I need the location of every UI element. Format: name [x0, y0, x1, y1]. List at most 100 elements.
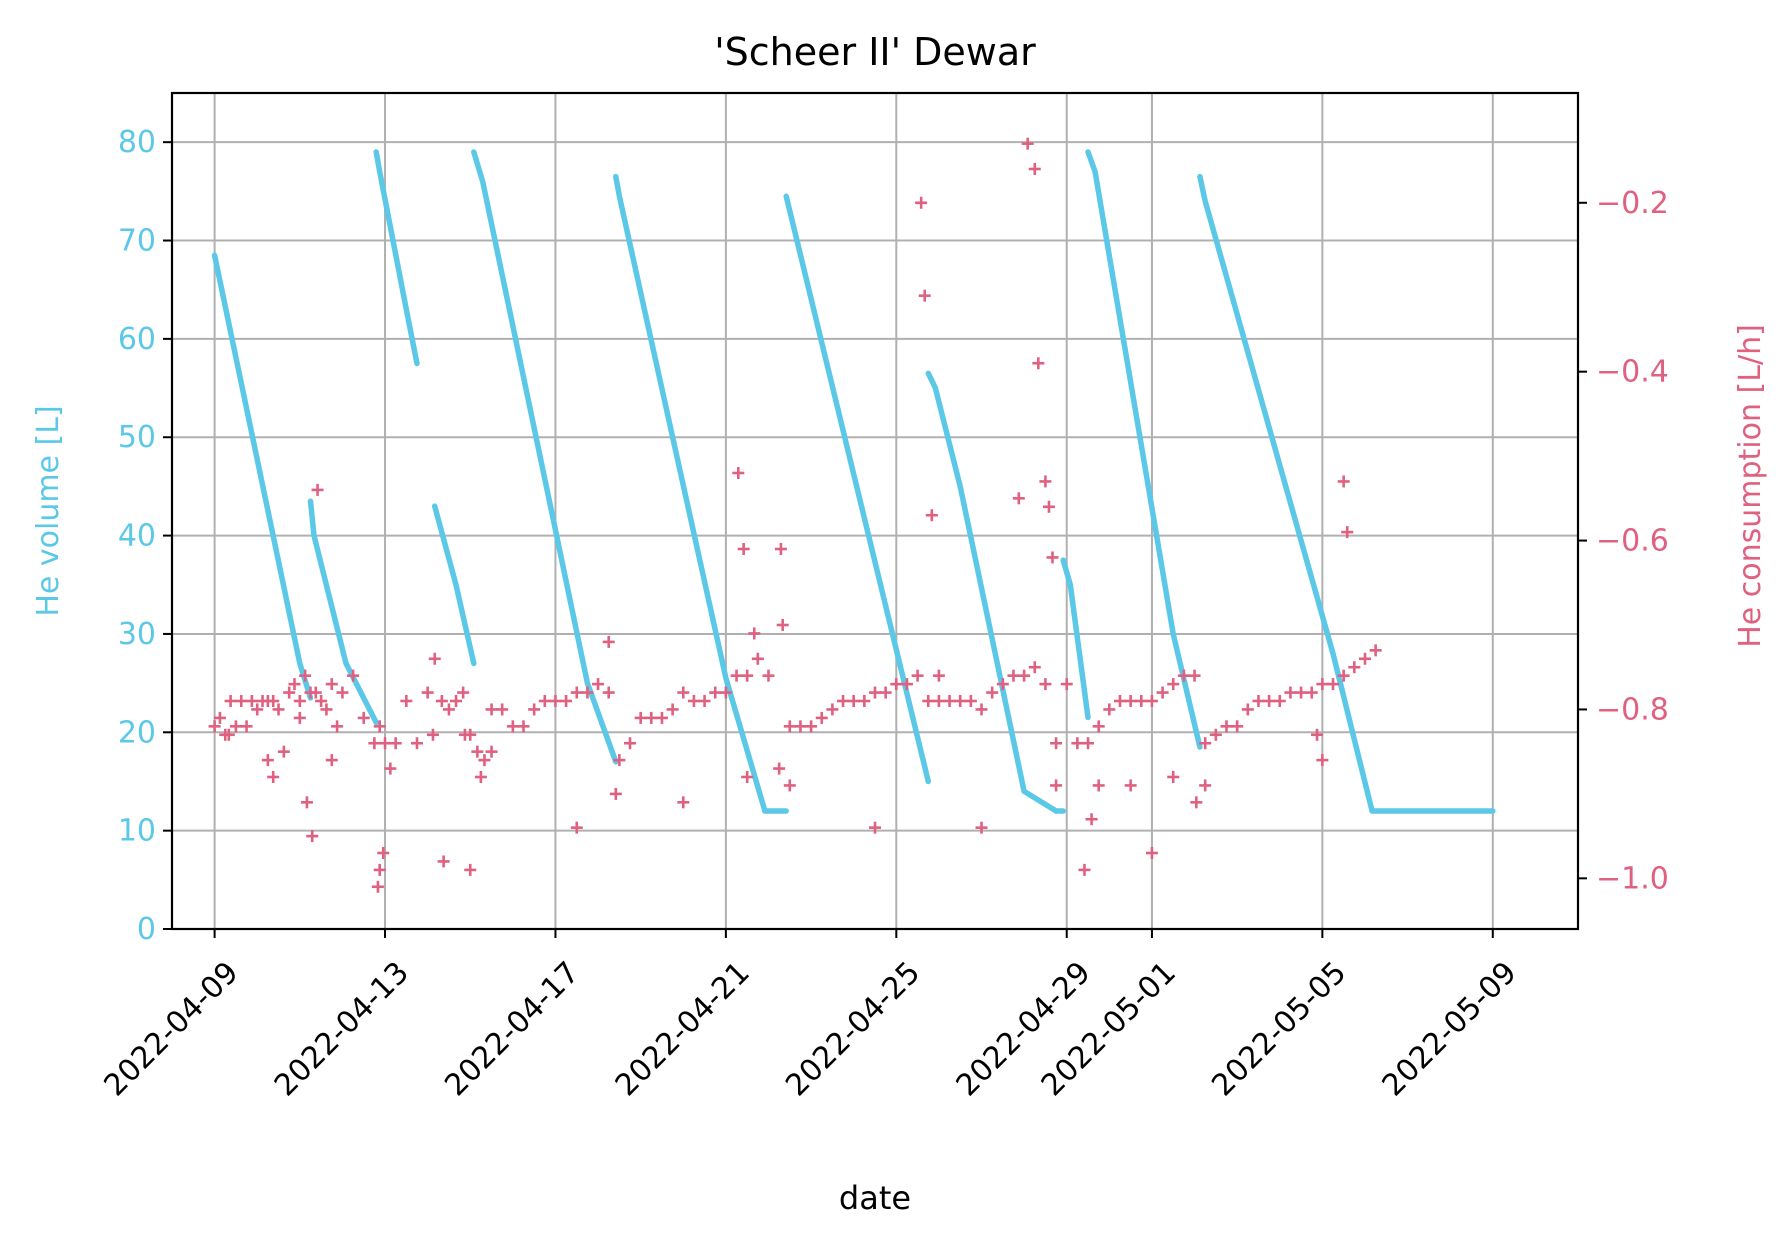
x-tick-label: 2022-04-25	[779, 955, 927, 1103]
consumption-point	[240, 720, 253, 733]
consumption-point	[719, 686, 732, 699]
consumption-point	[1348, 661, 1361, 674]
consumption-point	[1145, 847, 1158, 859]
consumption-point	[1050, 779, 1063, 792]
consumption-point	[730, 669, 743, 682]
consumption-point	[538, 695, 551, 707]
y-left-tick-label: 80	[118, 125, 156, 160]
consumption-point	[224, 695, 237, 707]
consumption-point	[560, 695, 573, 707]
consumption-point	[1190, 796, 1203, 809]
consumption-point	[347, 669, 360, 682]
consumption-point	[748, 627, 761, 640]
consumption-point	[1252, 695, 1265, 707]
consumption-point	[1092, 720, 1105, 733]
consumption-point	[1337, 669, 1350, 682]
consumption-point	[1337, 475, 1350, 488]
consumption-point	[1082, 737, 1095, 750]
consumption-point	[261, 754, 274, 767]
consumption-point	[457, 686, 470, 699]
y-left-tick-label: 70	[118, 224, 156, 259]
consumption-point	[602, 686, 615, 699]
consumption-series	[208, 137, 1382, 893]
y-right-tick-label: −0.8	[1596, 692, 1669, 727]
consumption-point	[858, 695, 871, 707]
consumption-point	[677, 796, 690, 809]
consumption-point	[815, 711, 828, 724]
consumption-point	[762, 669, 775, 682]
consumption-point	[943, 695, 956, 707]
consumption-point	[1046, 551, 1059, 564]
consumption-point	[1050, 737, 1063, 750]
consumption-point	[325, 678, 338, 691]
consumption-point	[1042, 500, 1055, 513]
volume-trace	[1197, 173, 1375, 814]
consumption-point	[506, 720, 519, 733]
volume-trace	[613, 173, 768, 814]
consumption-point	[528, 703, 541, 716]
consumption-point	[410, 737, 423, 750]
consumption-point	[741, 771, 754, 783]
consumption-point	[315, 695, 328, 707]
consumption-point	[1060, 678, 1073, 691]
consumption-point	[421, 686, 434, 699]
volume-trace	[1085, 149, 1203, 750]
y-left-tick-label: 10	[118, 814, 156, 849]
consumption-point	[1167, 678, 1180, 691]
x-tick-label: 2022-04-13	[268, 955, 416, 1103]
consumption-point	[964, 695, 977, 707]
consumption-point	[485, 703, 498, 716]
x-tick-label: 2022-04-17	[438, 955, 586, 1103]
x-tick-label: 2022-04-21	[609, 955, 757, 1103]
y-left-tick-label: 60	[118, 322, 156, 357]
consumption-point	[932, 695, 945, 707]
consumption-point	[1039, 475, 1052, 488]
consumption-point	[737, 543, 750, 555]
consumption-point	[794, 720, 807, 733]
consumption-point	[1311, 728, 1324, 741]
consumption-point	[1039, 678, 1052, 691]
consumption-point	[1231, 720, 1244, 733]
consumption-point	[1113, 695, 1126, 707]
consumption-point	[1341, 526, 1354, 539]
consumption-point	[549, 695, 562, 707]
consumption-point	[751, 652, 764, 665]
consumption-point	[267, 695, 280, 707]
consumption-point	[478, 754, 491, 767]
consumption-point	[1018, 669, 1031, 682]
consumption-point	[1369, 644, 1382, 657]
consumption-point	[900, 678, 913, 691]
consumption-point	[1032, 357, 1045, 370]
consumption-point	[954, 695, 967, 707]
consumption-point	[1028, 661, 1041, 674]
consumption-point	[709, 686, 722, 699]
consumption-point	[235, 695, 248, 707]
consumption-point	[732, 467, 745, 479]
consumption-point	[371, 880, 384, 893]
consumption-point	[208, 720, 221, 733]
consumption-point	[485, 745, 498, 758]
consumption-point	[213, 711, 226, 724]
consumption-point	[776, 619, 789, 631]
consumption-point	[687, 695, 700, 707]
consumption-point	[774, 543, 787, 555]
consumption-point	[1199, 779, 1212, 792]
consumption-point	[1135, 695, 1148, 707]
consumption-point	[996, 678, 1009, 691]
consumption-point	[442, 703, 455, 716]
consumption-point	[609, 787, 622, 800]
consumption-point	[496, 703, 509, 716]
consumption-point	[805, 720, 818, 733]
consumption-point	[1177, 669, 1190, 682]
consumption-point	[368, 737, 381, 750]
consumption-point	[1124, 779, 1137, 792]
consumption-point	[932, 669, 945, 682]
consumption-point	[325, 754, 338, 767]
plot-frame	[170, 91, 1580, 931]
y-right-tick-label: −0.2	[1596, 186, 1669, 221]
consumption-point	[1021, 137, 1034, 150]
consumption-point	[1167, 771, 1180, 783]
consumption-point	[666, 703, 679, 716]
y-axis-left-label: He volume [L]	[31, 405, 66, 616]
